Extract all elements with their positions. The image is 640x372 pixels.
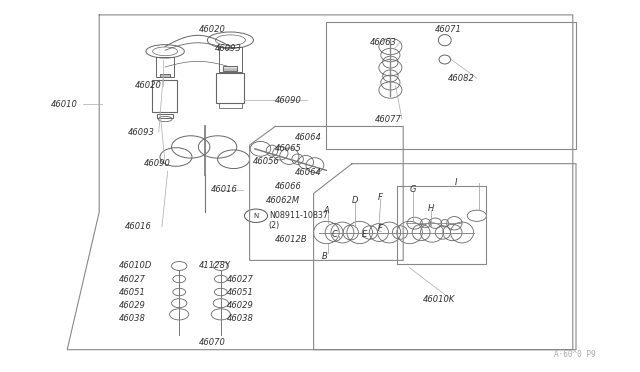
Text: 46062M: 46062M <box>266 196 300 205</box>
Text: 46071: 46071 <box>435 25 462 34</box>
Bar <box>219 47 241 71</box>
Text: 46012B: 46012B <box>275 235 308 244</box>
Text: (2): (2) <box>269 221 280 230</box>
Text: 46093: 46093 <box>214 44 241 53</box>
Text: 46020: 46020 <box>134 81 161 90</box>
Text: 46066: 46066 <box>275 182 302 191</box>
Text: G: G <box>410 185 416 194</box>
Bar <box>152 80 177 112</box>
Text: 46027: 46027 <box>227 275 254 283</box>
Text: 46051: 46051 <box>118 288 145 296</box>
Text: F: F <box>378 224 383 233</box>
Bar <box>219 103 242 108</box>
Text: 46027: 46027 <box>118 275 145 283</box>
Text: C: C <box>332 230 337 239</box>
Text: 46016: 46016 <box>211 185 238 194</box>
Text: H: H <box>428 204 434 213</box>
Text: 46082: 46082 <box>448 74 475 83</box>
Text: F: F <box>378 193 383 202</box>
Text: 46051: 46051 <box>227 288 254 296</box>
Text: 46038: 46038 <box>227 314 254 323</box>
Text: B: B <box>322 252 328 261</box>
Text: 46056: 46056 <box>253 157 280 166</box>
Text: 46077: 46077 <box>374 115 401 124</box>
Bar <box>216 73 244 103</box>
Text: 46010K: 46010K <box>422 295 455 304</box>
Text: E: E <box>362 230 367 239</box>
Text: D: D <box>352 196 358 205</box>
Text: 46016: 46016 <box>125 222 152 231</box>
Text: 46020: 46020 <box>198 25 225 34</box>
Bar <box>156 57 174 77</box>
Text: N08911-10837: N08911-10837 <box>269 211 328 220</box>
Text: 46065: 46065 <box>275 144 302 153</box>
Text: 46029: 46029 <box>118 301 145 310</box>
Text: 46090: 46090 <box>275 96 302 105</box>
Bar <box>157 114 173 118</box>
Text: 46038: 46038 <box>118 314 145 323</box>
Bar <box>160 74 170 77</box>
Text: A: A <box>323 206 329 215</box>
Text: I: I <box>454 178 457 187</box>
Text: 46070: 46070 <box>198 339 225 347</box>
Text: 46029: 46029 <box>227 301 254 310</box>
Bar <box>223 66 237 71</box>
Text: 46063: 46063 <box>370 38 397 47</box>
Text: 46010: 46010 <box>51 100 78 109</box>
Text: 46093: 46093 <box>128 128 155 137</box>
Text: 46064: 46064 <box>294 169 321 177</box>
Text: 41128Y: 41128Y <box>198 262 230 270</box>
Text: 46010D: 46010D <box>118 262 152 270</box>
Text: 46090: 46090 <box>144 159 171 168</box>
Text: 46064: 46064 <box>294 133 321 142</box>
Text: N: N <box>253 213 259 219</box>
Text: A·60^0 P9: A·60^0 P9 <box>554 350 595 359</box>
